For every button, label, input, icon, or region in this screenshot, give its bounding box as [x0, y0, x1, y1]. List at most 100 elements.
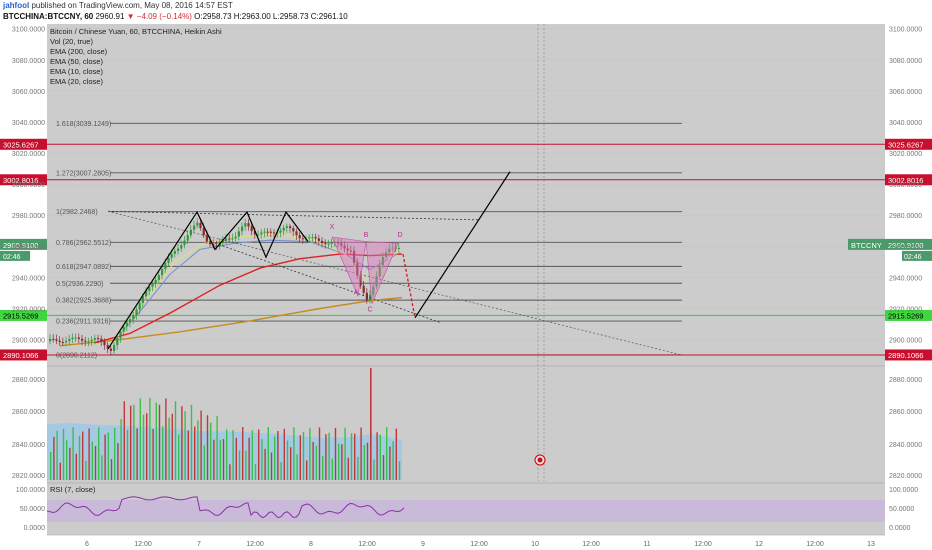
- fib-level-label: 0.236(2911.9316): [56, 319, 111, 326]
- candle-body: [362, 285, 365, 293]
- volume-bar: [117, 442, 119, 480]
- volume-bar: [59, 462, 61, 480]
- volume-bar: [142, 414, 145, 480]
- candle-body: [343, 245, 346, 249]
- candle-body: [378, 265, 381, 277]
- price-tag-right-text: 3002.8016: [888, 176, 923, 185]
- volume-bar: [290, 447, 292, 480]
- candle-body: [113, 344, 116, 351]
- chart-header: jahfool published on TradingView.com, Ma…: [0, 0, 932, 24]
- candle-body: [340, 243, 343, 246]
- volume-bar: [165, 398, 167, 480]
- candle-body: [74, 337, 77, 339]
- harmonic-triangle-bcd: [365, 241, 399, 304]
- candle-body: [193, 225, 196, 230]
- legend-volume[interactable]: Vol (20, true): [50, 37, 93, 46]
- high-value: 2963.00: [241, 12, 271, 21]
- last-price: 2960.91: [95, 12, 125, 21]
- countdown-left-text: 02:46: [3, 254, 21, 261]
- rsi-legend[interactable]: RSI (7, close): [50, 485, 96, 494]
- candle-body: [161, 269, 164, 276]
- volume-bar: [331, 458, 333, 480]
- time-tick: 12:00: [806, 541, 824, 548]
- volume-bar: [270, 452, 273, 480]
- volume-bar: [322, 455, 324, 480]
- candle-body: [381, 256, 384, 266]
- price-tag-right: [885, 349, 932, 361]
- rsi-tick-right: 0.0000: [889, 525, 911, 532]
- legend-ema-50[interactable]: EMA (50, close): [50, 57, 103, 66]
- volume-bar: [94, 446, 97, 480]
- price-tick-left: 3040.0000: [12, 120, 45, 127]
- candle-body: [311, 237, 314, 239]
- price-tick-left: 2960.0000: [12, 244, 45, 251]
- price-tag-left: [0, 349, 47, 361]
- price-tick-left: 2940.0000: [12, 275, 45, 282]
- volume-bar: [245, 450, 247, 480]
- volume-bar: [226, 429, 228, 480]
- volume-bar: [50, 451, 52, 480]
- rsi-line: [46, 496, 405, 519]
- volume-tick-right: 2880.0000: [889, 377, 922, 384]
- candle-body: [55, 339, 58, 341]
- volume-bar: [130, 405, 132, 480]
- volume-bar: [357, 456, 359, 480]
- candle-body: [397, 247, 400, 249]
- countdown-tag-right: [902, 250, 932, 261]
- volume-bar: [53, 436, 55, 480]
- volume-bar: [328, 432, 330, 480]
- price-tick-left: 3100.0000: [12, 27, 45, 34]
- legend-main-series[interactable]: Bitcoin / Chinese Yuan, 60, BTCCHINA, He…: [50, 27, 222, 36]
- volume-bar: [78, 435, 81, 480]
- volume-bar: [235, 437, 237, 480]
- candle-body: [93, 338, 96, 340]
- price-tag-right-text: 3025.6267: [888, 140, 923, 149]
- long-dotted-trendline: [107, 210, 683, 356]
- candle-body: [129, 319, 132, 323]
- candle-body: [164, 263, 167, 270]
- legend-ema-200[interactable]: EMA (200, close): [50, 47, 108, 56]
- open-value: 2958.73: [202, 12, 232, 21]
- fib-level-label: 1.272(3007.2805): [56, 170, 111, 177]
- candle-body: [61, 342, 64, 344]
- volume-bar: [203, 445, 205, 480]
- rsi-tick-left: 0.0000: [24, 525, 46, 532]
- candle-body: [103, 341, 106, 346]
- candle-body: [279, 230, 282, 233]
- volume-bar: [149, 397, 151, 480]
- volume-bar: [56, 430, 58, 480]
- volume-bar: [155, 402, 157, 480]
- candle-body: [173, 251, 176, 254]
- candle-body: [97, 338, 100, 340]
- harmonic-point-label: X: [330, 224, 335, 231]
- symbol-label[interactable]: BTCCHINA:BTCCNY, 60: [3, 12, 94, 21]
- current-price-tag-left: [0, 238, 47, 250]
- volume-bar: [248, 437, 250, 480]
- volume-bar: [158, 404, 161, 480]
- candle-body: [81, 338, 84, 341]
- candle-body: [385, 252, 388, 257]
- candle-body: [282, 227, 285, 231]
- price-tag-left: [0, 174, 47, 186]
- legend-ema-10[interactable]: EMA (10, close): [50, 67, 103, 76]
- candle-body: [49, 338, 52, 342]
- candle-body: [388, 248, 391, 253]
- volume-bar: [373, 459, 375, 480]
- projection-down-line: [402, 253, 416, 318]
- candle-body: [260, 232, 263, 235]
- candle-body: [157, 275, 160, 280]
- price-tick-right: 3080.0000: [889, 58, 922, 65]
- projection-up-line: [414, 171, 511, 319]
- ema-50-line: [94, 253, 403, 344]
- quote-line: BTCCHINA:BTCCNY, 60 2960.91 ▼ −4.09 (−0.…: [3, 12, 348, 21]
- candle-body: [215, 245, 218, 247]
- time-tick: 12: [755, 541, 763, 548]
- volume-bar: [216, 416, 218, 480]
- volume-bar: [184, 411, 186, 480]
- legend-ema-20[interactable]: EMA (20, close): [50, 77, 103, 86]
- author-link[interactable]: jahfool: [3, 1, 30, 10]
- volume-bar: [395, 428, 397, 480]
- volume-bar: [318, 427, 321, 480]
- volume-bar: [350, 433, 353, 480]
